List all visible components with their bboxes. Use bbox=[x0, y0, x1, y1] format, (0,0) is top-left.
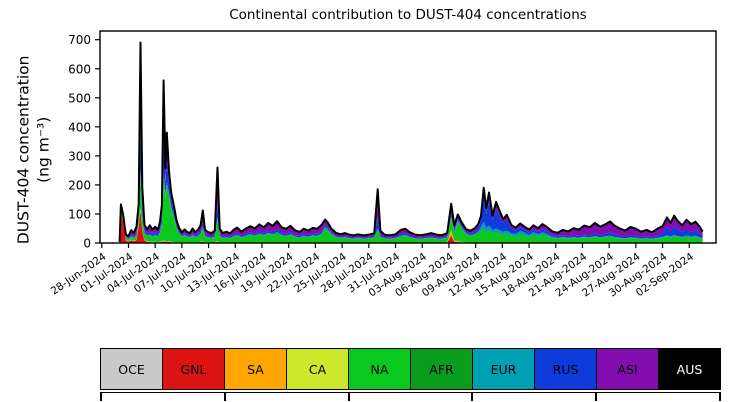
legend-item-afr: AFR bbox=[410, 349, 472, 389]
legend-item-na: NA bbox=[348, 349, 410, 389]
plot-frame bbox=[99, 30, 717, 244]
legend-item-gnl: GNL bbox=[162, 349, 224, 389]
area-asi bbox=[119, 65, 703, 243]
y-tick-label: 200 bbox=[68, 178, 91, 192]
legend-item-sa: SA bbox=[224, 349, 286, 389]
legend-item-ca: CA bbox=[286, 349, 348, 389]
legend-axis-tick bbox=[595, 393, 598, 401]
legend-axis-tick bbox=[347, 393, 350, 401]
chart-title: Continental contribution to DUST-404 con… bbox=[229, 7, 587, 23]
legend-item-rus: RUS bbox=[534, 349, 596, 389]
y-tick-label: 400 bbox=[68, 120, 91, 134]
legend-axis-tick bbox=[471, 393, 474, 401]
legend-axis-tick bbox=[100, 393, 102, 401]
y-tick-label: 700 bbox=[68, 33, 91, 47]
legend-item-eur: EUR bbox=[472, 349, 534, 389]
y-tick-label: 600 bbox=[68, 62, 91, 76]
total-line bbox=[118, 41, 704, 242]
y-tick-label: 500 bbox=[68, 91, 91, 105]
y-tick-label: 0 bbox=[83, 237, 91, 251]
legend-item-oce: OCE bbox=[101, 349, 162, 389]
legend-item-aus: AUS bbox=[658, 349, 720, 389]
y-tick-label: 100 bbox=[68, 207, 91, 221]
legend-item-asi: ASI bbox=[596, 349, 658, 389]
legend-axis-tick bbox=[223, 393, 226, 401]
legend-axis-tick bbox=[719, 393, 721, 401]
continent-legend: OCE GNL SA CA NA AFR EUR RUS ASI AUS bbox=[100, 348, 721, 390]
legend-axis bbox=[100, 392, 721, 402]
area-na bbox=[119, 176, 703, 243]
area-aus bbox=[119, 42, 703, 242]
y-tick-label: 300 bbox=[68, 149, 91, 163]
